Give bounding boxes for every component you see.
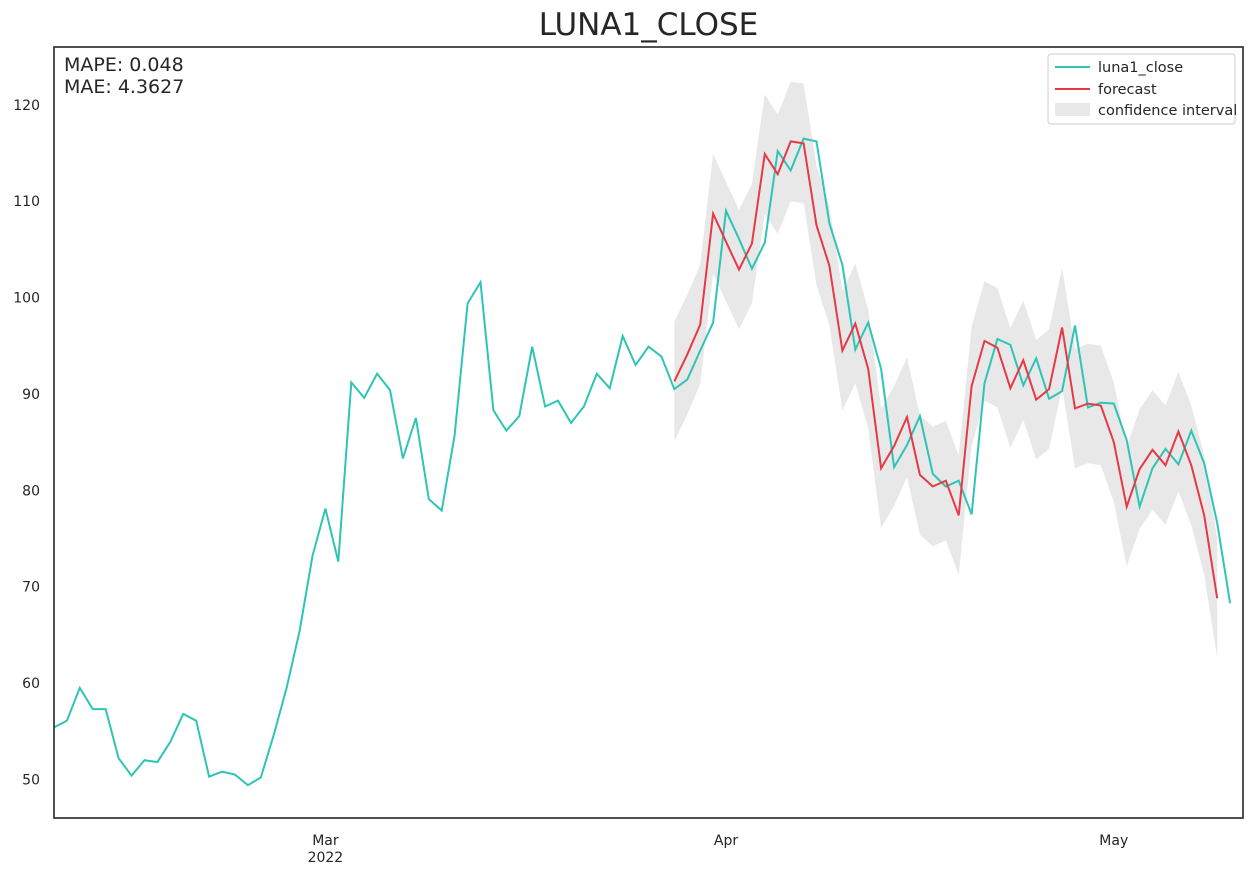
legend-swatch-ci: [1055, 103, 1090, 116]
y-tick-label: 60: [22, 676, 40, 692]
plot-area: [54, 81, 1232, 787]
mape-label: MAPE: 0.048: [64, 54, 184, 76]
chart-title: LUNA1_CLOSE: [539, 7, 759, 43]
actual-series-line: [54, 137, 1232, 787]
legend-label-forecast: forecast: [1098, 82, 1157, 98]
x-tick-label: Mar: [312, 833, 339, 849]
y-tick-label: 80: [22, 483, 40, 499]
confidence-interval-band: [674, 81, 1218, 658]
legend-box: [1047, 53, 1236, 125]
forecast-series-line: [673, 140, 1219, 599]
x-tick-label: May: [1099, 833, 1128, 849]
y-tick-label: 100: [13, 291, 40, 307]
y-tick-label: 110: [13, 194, 40, 210]
y-axis: 50 60 70 80 90 100 110 120: [13, 98, 40, 789]
x-tick-label: Apr: [714, 833, 738, 849]
y-tick-label: 90: [22, 387, 40, 403]
y-tick-label: 70: [22, 580, 40, 596]
y-tick-label: 50: [22, 772, 40, 788]
plot-frame: [53, 46, 1244, 819]
mae-label: MAE: 4.3627: [64, 76, 184, 98]
legend-label-ci: confidence interval: [1098, 103, 1237, 119]
x-tick-sublabel: 2022: [308, 850, 344, 866]
legend: luna1_close forecast confidence interval: [1047, 53, 1237, 125]
y-tick-label: 120: [13, 98, 40, 114]
legend-label-actual: luna1_close: [1098, 60, 1183, 76]
